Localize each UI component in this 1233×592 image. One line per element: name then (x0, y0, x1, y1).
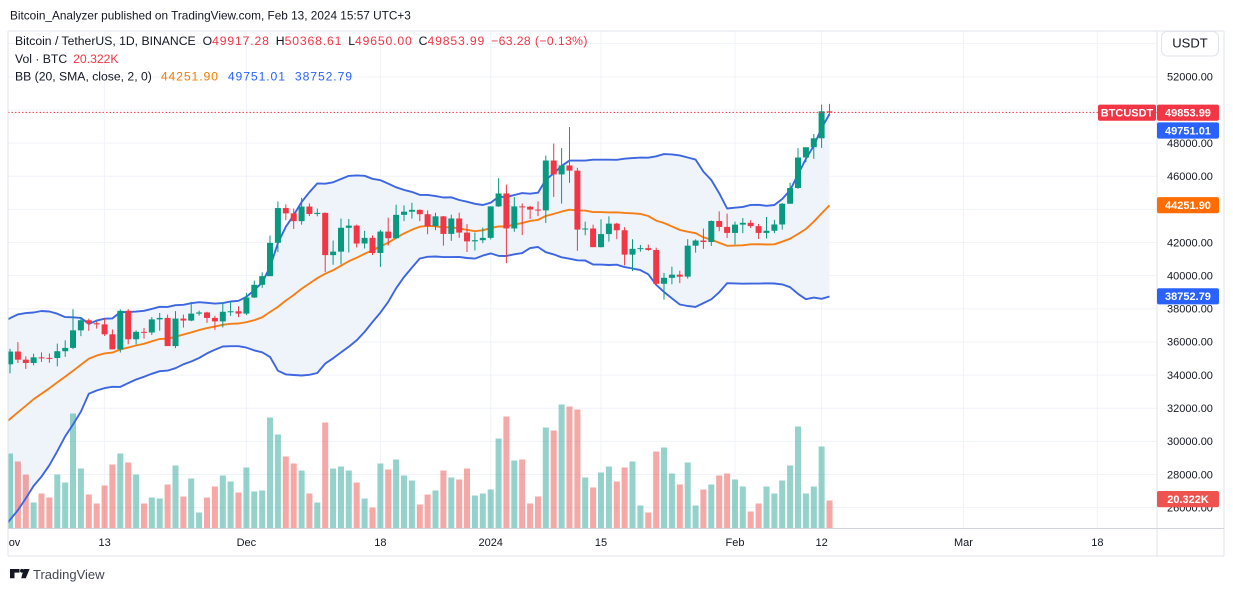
svg-text:48000.00: 48000.00 (1167, 138, 1213, 150)
svg-text:34000.00: 34000.00 (1167, 370, 1213, 382)
svg-text:38000.00: 38000.00 (1167, 304, 1213, 316)
svg-text:40000.00: 40000.00 (1167, 271, 1213, 283)
svg-text:38752.79: 38752.79 (1165, 291, 1211, 303)
svg-text:2024: 2024 (478, 537, 502, 549)
svg-text:36000.00: 36000.00 (1167, 337, 1213, 349)
svg-text:32000.00: 32000.00 (1167, 403, 1213, 415)
svg-text:49751.01: 49751.01 (1165, 125, 1211, 137)
svg-text:12: 12 (815, 537, 827, 549)
svg-text:BTCUSDT: BTCUSDT (1101, 108, 1154, 120)
svg-text:13: 13 (98, 537, 110, 549)
svg-text:42000.00: 42000.00 (1167, 237, 1213, 249)
svg-text:Mar: Mar (954, 537, 973, 549)
svg-text:BB (20, SMA, close, 2, 0)44251: BB (20, SMA, close, 2, 0) 44251.90 49751.0… (15, 70, 353, 84)
svg-text:USDT: USDT (1172, 36, 1207, 51)
svg-text:49853.99: 49853.99 (1165, 108, 1211, 120)
svg-text:TradingView: TradingView (33, 567, 105, 582)
svg-text:18: 18 (374, 537, 386, 549)
svg-text:Dec: Dec (237, 537, 257, 549)
svg-text:Bitcoin / TetherUS, 1D, BINANC: Bitcoin / TetherUS, 1D, BINANCE O49917.28… (15, 34, 588, 48)
svg-text:18: 18 (1091, 537, 1103, 549)
svg-text:44251.90: 44251.90 (1165, 200, 1211, 212)
svg-text:Bitcoin_Analyzer published on: Bitcoin_Analyzer published on TradingVie… (10, 9, 411, 23)
svg-text:46000.00: 46000.00 (1167, 171, 1213, 183)
svg-text:15: 15 (595, 537, 607, 549)
svg-text:ov: ov (9, 537, 21, 549)
svg-text:28000.00: 28000.00 (1167, 469, 1213, 481)
svg-text:20.322K: 20.322K (1167, 494, 1209, 506)
svg-text:52000.00: 52000.00 (1167, 72, 1213, 84)
svg-text:30000.00: 30000.00 (1167, 436, 1213, 448)
svg-text:Feb: Feb (726, 537, 745, 549)
